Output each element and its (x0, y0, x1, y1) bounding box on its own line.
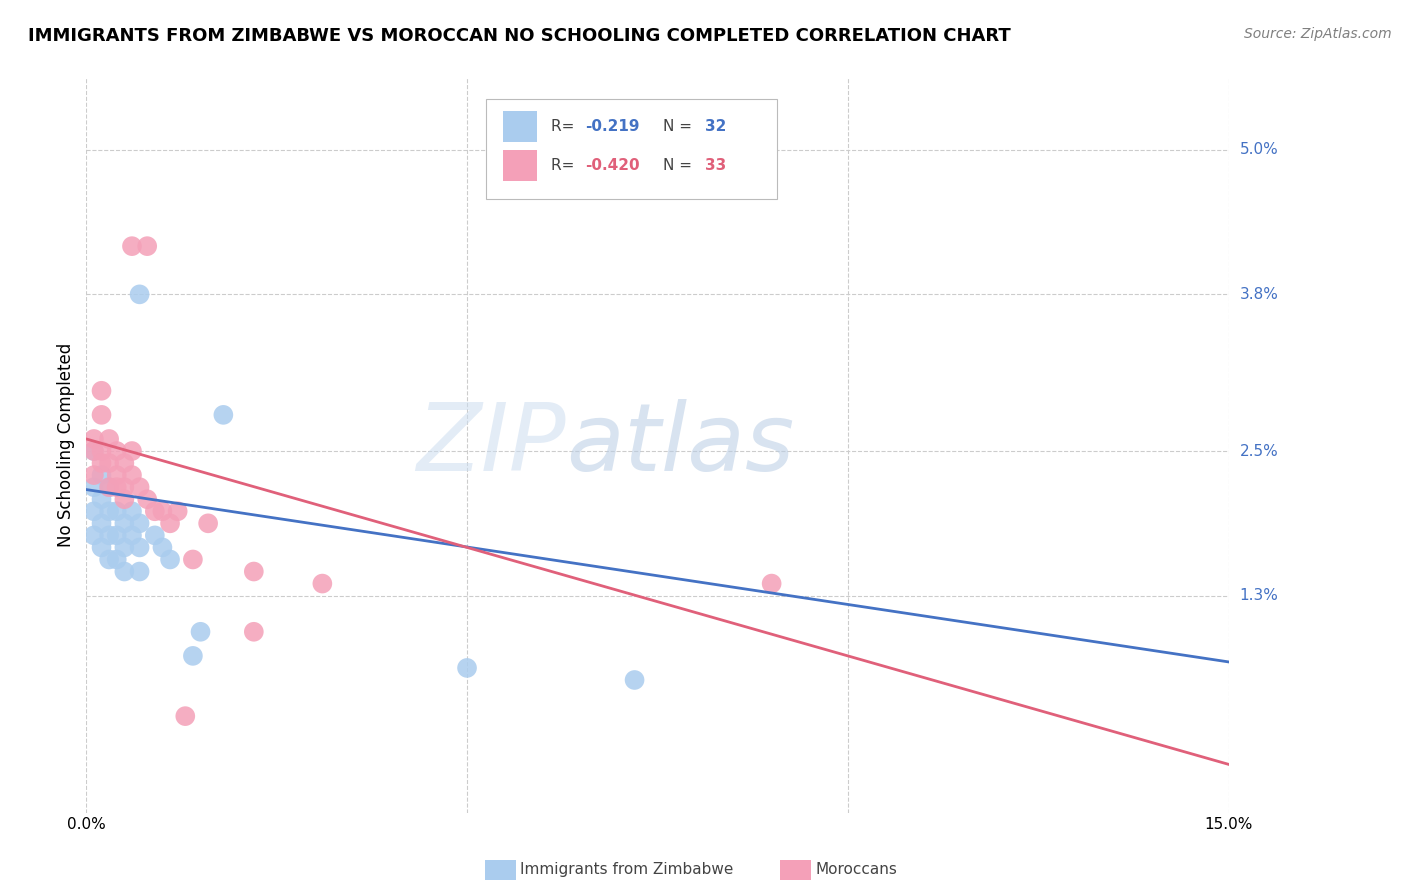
Text: 32: 32 (706, 120, 727, 134)
Point (90, 384, 112, 398)
FancyBboxPatch shape (503, 112, 537, 142)
Point (90, 492, 112, 507)
Text: 2.5%: 2.5% (1240, 443, 1278, 458)
Point (83, 432, 105, 446)
Point (128, 541, 150, 555)
Point (181, 648, 204, 663)
Point (112, 516, 135, 531)
Point (143, 504, 166, 518)
Point (83, 528, 105, 542)
Point (243, 624, 266, 639)
Point (112, 492, 135, 507)
Point (98, 504, 121, 518)
Point (197, 516, 219, 531)
Point (105, 528, 128, 542)
Text: ZIP: ZIP (416, 400, 567, 491)
Text: R=: R= (551, 158, 579, 173)
Point (90, 408, 112, 422)
Text: Moroccans: Moroccans (815, 863, 897, 877)
Point (243, 565, 266, 579)
Text: -0.219: -0.219 (585, 120, 640, 134)
Point (121, 468, 143, 483)
Point (143, 528, 166, 542)
Point (128, 516, 150, 531)
Point (83, 444, 105, 458)
Point (90, 516, 112, 531)
Text: atlas: atlas (567, 400, 794, 491)
Y-axis label: No Schooling Completed: No Schooling Completed (58, 343, 75, 547)
Point (90, 444, 112, 458)
Text: N =: N = (664, 120, 697, 134)
Point (121, 504, 143, 518)
Point (121, 444, 143, 458)
Point (105, 552, 128, 566)
Point (98, 480, 121, 494)
Point (136, 239, 159, 253)
Text: N =: N = (664, 158, 697, 173)
Point (456, 661, 478, 675)
Point (90, 541, 112, 555)
Point (105, 480, 128, 494)
Point (190, 624, 212, 639)
FancyBboxPatch shape (503, 150, 537, 181)
Point (105, 444, 128, 458)
Text: 1.3%: 1.3% (1240, 588, 1278, 603)
Point (83, 468, 105, 483)
Point (128, 287, 150, 301)
Point (159, 516, 181, 531)
Point (98, 432, 121, 446)
Text: IMMIGRANTS FROM ZIMBABWE VS MOROCCAN NO SCHOOLING COMPLETED CORRELATION CHART: IMMIGRANTS FROM ZIMBABWE VS MOROCCAN NO … (28, 27, 1011, 45)
Text: -0.420: -0.420 (585, 158, 640, 173)
Point (623, 673, 645, 687)
Point (761, 576, 783, 591)
Point (112, 565, 135, 579)
FancyBboxPatch shape (486, 100, 778, 199)
Text: 33: 33 (706, 158, 727, 173)
Point (83, 504, 105, 518)
Point (83, 480, 105, 494)
Point (105, 468, 128, 483)
Point (112, 541, 135, 555)
Text: Immigrants from Zimbabwe: Immigrants from Zimbabwe (520, 863, 734, 877)
Point (98, 456, 121, 470)
Point (181, 552, 204, 566)
Text: Source: ZipAtlas.com: Source: ZipAtlas.com (1244, 27, 1392, 41)
Text: 3.8%: 3.8% (1240, 287, 1278, 301)
Point (121, 528, 143, 542)
Point (105, 504, 128, 518)
Point (212, 408, 235, 422)
Point (98, 480, 121, 494)
Point (166, 504, 188, 518)
Point (98, 552, 121, 566)
Point (112, 480, 135, 494)
Point (83, 444, 105, 458)
Point (90, 456, 112, 470)
Point (311, 576, 333, 591)
Point (136, 492, 159, 507)
Point (152, 541, 174, 555)
Point (98, 528, 121, 542)
Point (112, 456, 135, 470)
Point (121, 239, 143, 253)
Point (152, 504, 174, 518)
Text: R=: R= (551, 120, 579, 134)
Point (128, 565, 150, 579)
Point (159, 552, 181, 566)
Point (174, 709, 197, 723)
Text: 5.0%: 5.0% (1240, 142, 1278, 157)
Point (128, 480, 150, 494)
Point (90, 468, 112, 483)
